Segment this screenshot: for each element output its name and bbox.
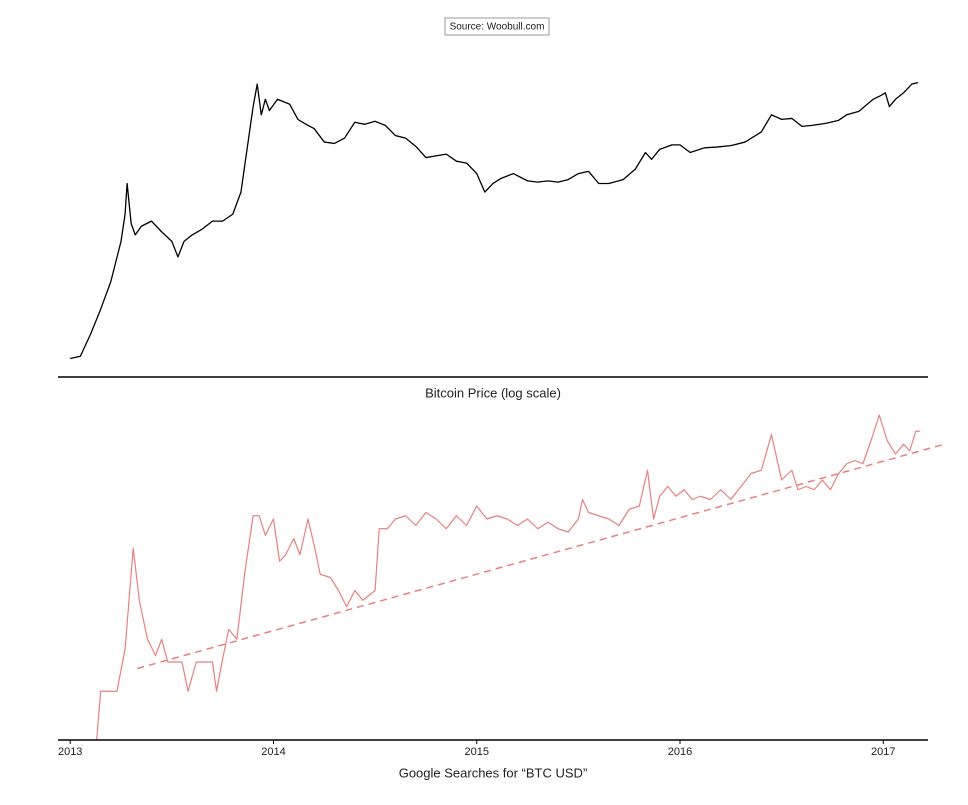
- x-tick-label: 2015: [464, 746, 488, 758]
- source: Source: Woobull.com: [450, 22, 545, 33]
- x-axis-label: Google Searches for “BTC USD”: [399, 765, 588, 780]
- x-tick-label: 2016: [668, 746, 692, 758]
- x-tick-label: 2017: [871, 746, 895, 758]
- x-tick-label: 2013: [58, 746, 82, 758]
- data-line: [96, 414, 920, 741]
- data-line: [70, 81, 919, 360]
- x-axis-label: Bitcoin Price (log scale): [425, 385, 561, 400]
- trend-line: [137, 443, 945, 670]
- x-tick-label: 2014: [261, 746, 285, 758]
- source-box: [444, 17, 550, 36]
